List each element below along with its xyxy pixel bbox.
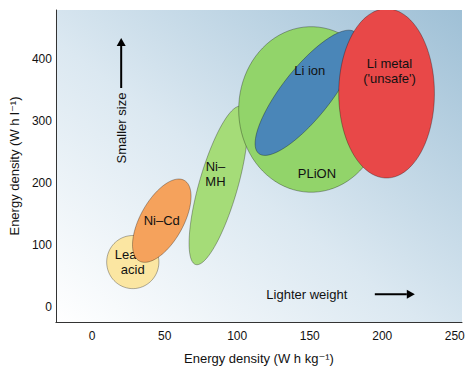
svg-text:0: 0	[45, 300, 52, 314]
svg-text:200: 200	[32, 176, 52, 190]
svg-text:Li metal: Li metal	[367, 56, 413, 71]
svg-text:Energy density (W h kg⁻¹): Energy density (W h kg⁻¹)	[184, 351, 334, 366]
svg-text:Li ion: Li ion	[294, 63, 325, 78]
svg-text:400: 400	[32, 52, 52, 66]
svg-text:('unsafe'): ('unsafe')	[363, 71, 416, 86]
svg-text:50: 50	[158, 329, 172, 343]
svg-text:Ni–: Ni–	[206, 159, 226, 174]
svg-text:PLiON: PLiON	[298, 166, 336, 181]
svg-text:150: 150	[300, 329, 320, 343]
svg-text:100: 100	[227, 329, 247, 343]
svg-text:Smaller size: Smaller size	[114, 93, 129, 164]
svg-text:acid: acid	[121, 262, 145, 277]
svg-text:MH: MH	[205, 174, 225, 189]
svg-text:0: 0	[89, 329, 96, 343]
svg-text:300: 300	[32, 114, 52, 128]
svg-text:100: 100	[32, 238, 52, 252]
svg-text:Lighter weight: Lighter weight	[266, 287, 347, 302]
svg-text:200: 200	[372, 329, 392, 343]
svg-text:Energy density (W h l⁻¹): Energy density (W h l⁻¹)	[7, 96, 22, 235]
svg-text:Ni–Cd: Ni–Cd	[144, 213, 180, 228]
svg-text:250: 250	[445, 329, 465, 343]
